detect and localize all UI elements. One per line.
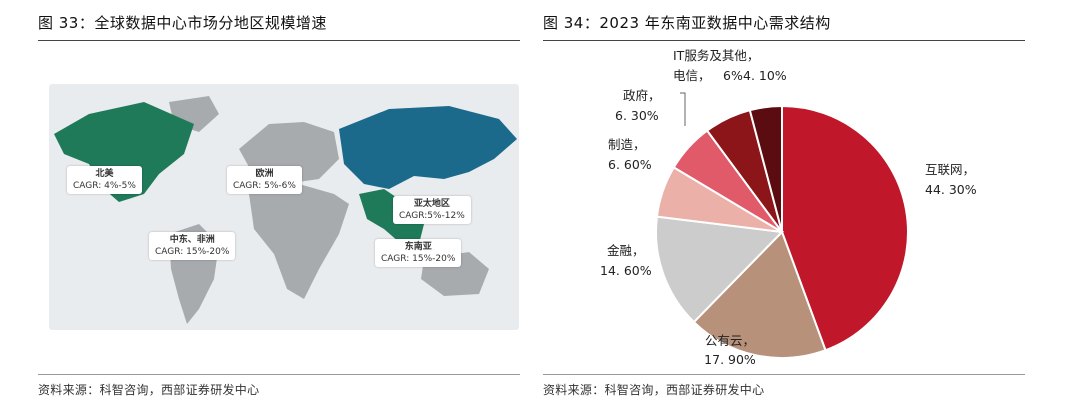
pie-label-1: 互联网， (925, 162, 975, 177)
region-name: 东南亚 (404, 242, 432, 252)
pie-value-3: 14. 60% (600, 263, 652, 278)
region-name: 中东、非洲 (169, 235, 215, 245)
pie-leader-line (680, 92, 686, 126)
pie-chart: 互联网， 44. 30% 公有云， 17. 90% 金融， 14. 60% 制造， 6. 60… (600, 48, 977, 367)
pie-value-2: 17. 90% (704, 352, 756, 367)
world-map-figure: 北美 CAGR: 4%-5% 欧洲 CAGR: 5%-6% 亚太地区 CAGR:… (49, 84, 519, 330)
pie-label-2: 公有云， (705, 333, 755, 348)
region-label-asia-pacific: 亚太地区 CAGR:5%-12% (393, 196, 471, 225)
region-cagr: CAGR: 15%-20% (155, 247, 230, 258)
pie-label-5: 政府， (623, 88, 661, 103)
pie-label-6: 电信， (673, 68, 711, 83)
left-source-note: 资料来源：科智咨询，西部证券研发中心 (38, 383, 260, 397)
pie-slice-1 (781, 104, 909, 352)
pie-label-4: 制造， (608, 137, 646, 152)
pie-label-3: 金融， (607, 243, 645, 258)
right-title-rule (543, 40, 1025, 41)
pie-slice-3 (655, 215, 785, 324)
region-cagr: CAGR: 5%-6% (233, 181, 296, 192)
region-cagr: CAGR:5%-12% (399, 211, 465, 222)
region-name: 欧洲 (255, 169, 274, 179)
region-label-north-america: 北美 CAGR: 4%-5% (67, 166, 142, 195)
pie-leaders-group (680, 92, 686, 126)
north-america-shape (54, 102, 194, 202)
left-title-rule (38, 40, 520, 41)
region-name: 北美 (95, 169, 114, 179)
pie-value-5: 6. 30% (615, 108, 659, 123)
pie-value-6: 6% (723, 68, 743, 83)
region-cagr: CAGR: 15%-20% (381, 254, 456, 265)
left-panel-title: 图 33：全球数据中心市场分地区规模增速 (38, 14, 327, 32)
right-panel-title: 图 34：2023 年东南亚数据中心需求结构 (543, 14, 831, 32)
region-label-southeast-asia: 东南亚 CAGR: 15%-20% (375, 239, 462, 268)
pie-label-7: IT服务及其他， (673, 48, 759, 63)
pie-slice-7 (748, 104, 783, 233)
region-label-middle-east-africa: 中东、非洲 CAGR: 15%-20% (149, 232, 236, 261)
pie-slice-2 (692, 230, 827, 359)
region-label-europe: 欧洲 CAGR: 5%-6% (227, 166, 302, 195)
region-name: 亚太地区 (413, 199, 450, 209)
pie-value-1: 44. 30% (925, 182, 977, 197)
region-cagr: CAGR: 4%-5% (73, 181, 136, 192)
left-source-rule (38, 374, 520, 375)
pie-value-4: 6. 60% (608, 157, 652, 172)
asia-pacific-shape (339, 106, 517, 189)
southeast-asia-shape (359, 189, 424, 244)
africa-middle-east-shape (249, 184, 349, 299)
right-source-rule (543, 374, 1025, 375)
pie-labels-group: 互联网， 44. 30% 公有云， 17. 90% 金融， 14. 60% 制造， 6. 60… (600, 48, 977, 367)
pie-value-7: 4. 10% (743, 68, 787, 83)
right-source-note: 资料来源：科智咨询，西部证券研发中心 (543, 383, 765, 397)
pie-slices-group (655, 104, 909, 359)
